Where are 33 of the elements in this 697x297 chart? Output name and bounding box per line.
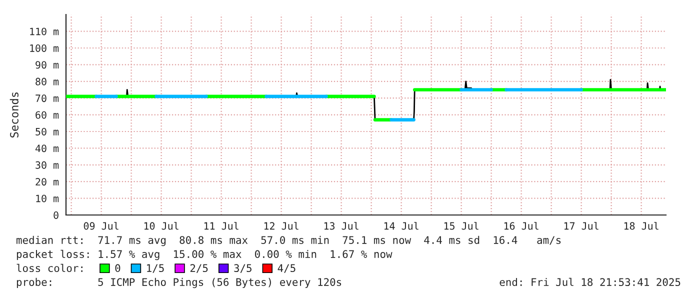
x-tick-label: 17 Jul xyxy=(564,222,598,230)
x-tick-label: 13 Jul xyxy=(324,222,358,230)
x-tick-label: 10 Jul xyxy=(144,222,178,230)
x-tick-label: 15 Jul xyxy=(444,222,478,230)
y-tick-label: 80 m xyxy=(36,78,59,86)
y-tick-label: 50 m xyxy=(36,128,59,136)
y-tick-label: 70 m xyxy=(36,94,59,102)
text: loss color: xyxy=(16,264,82,272)
y-tick-label: 20 m xyxy=(36,178,59,186)
text: probe: 5 ICMP Echo Pings (56 Bytes) every 120s xyxy=(16,278,342,288)
legend-label: 1/5 xyxy=(147,264,164,273)
x-tick-label: 18 Jul xyxy=(624,222,658,230)
y-tick-label: 0 xyxy=(54,211,58,219)
y-tick-label: 40 m xyxy=(35,144,59,152)
x-tick-label: 09 Jul xyxy=(84,222,118,230)
y-tick-label: 30 m xyxy=(36,161,59,169)
legend-label: 4/5 xyxy=(278,264,296,273)
x-tick-label: 11 Jul xyxy=(204,222,238,230)
y-tick-label: 110 m xyxy=(30,28,59,36)
x-tick-label: 16 Jul xyxy=(504,222,538,230)
x-tick-label: 14 Jul xyxy=(384,222,418,230)
y-tick-label: 100 m xyxy=(30,44,59,52)
y-tick-label: 90 m xyxy=(36,61,59,69)
legend-label: 2/5 xyxy=(190,264,208,273)
text: end: Fri Jul 18 21:53:41 2025 xyxy=(500,278,680,286)
text: median rtt: 71.7 ms avg 80.8 ms max 57.0 ms min 75.1 ms now 4.4 ms sd 16.4 am/s xyxy=(16,236,561,246)
y-tick-label: 60 m xyxy=(36,111,59,119)
legend-label: 3/5 xyxy=(234,264,252,273)
text: packet loss: 1.57 % avg 15.00 % max 0.00 % min 1.67 % now xyxy=(16,250,392,260)
y-tick-label: 10 m xyxy=(36,194,59,202)
legend-label: 0 xyxy=(115,264,120,272)
x-tick-label: 12 Jul xyxy=(264,222,298,230)
y-axis-title: Seconds xyxy=(10,92,18,138)
